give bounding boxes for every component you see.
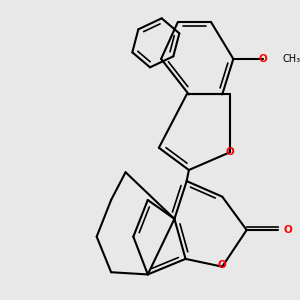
Text: O: O bbox=[226, 147, 234, 157]
Text: O: O bbox=[259, 54, 268, 64]
Text: CH₃: CH₃ bbox=[283, 54, 300, 64]
Text: O: O bbox=[284, 225, 292, 235]
Text: O: O bbox=[218, 260, 226, 270]
